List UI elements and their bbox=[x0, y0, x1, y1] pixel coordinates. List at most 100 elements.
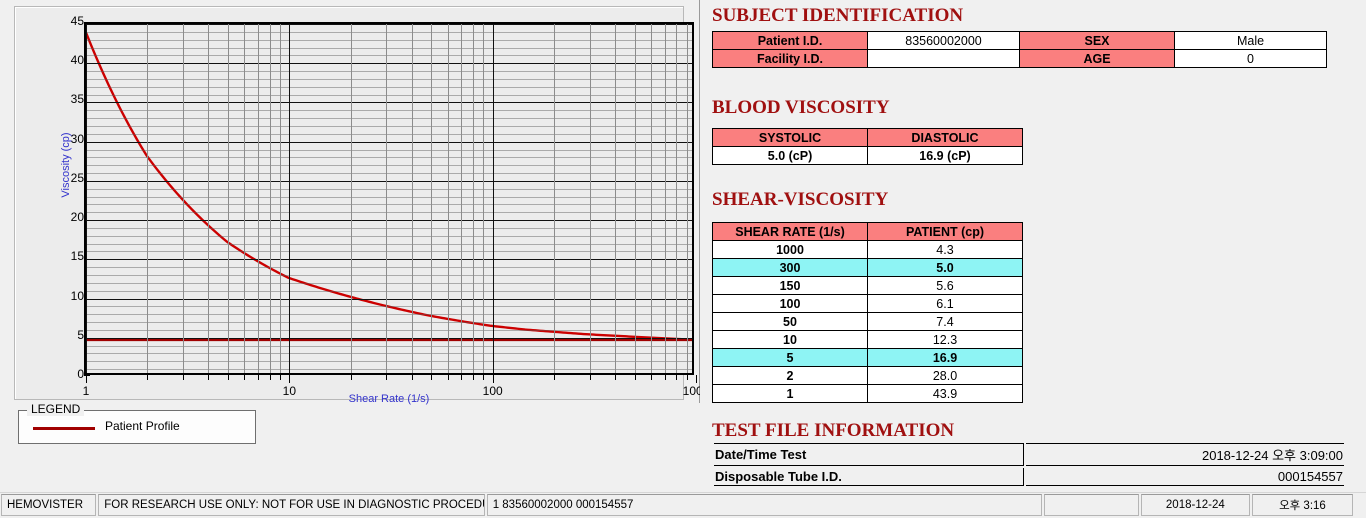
table-row: Facility I.D. AGE 0 bbox=[712, 49, 1327, 68]
table-row: 150 5.6 bbox=[712, 276, 1023, 295]
gridline-vertical-major bbox=[86, 24, 87, 373]
gridline-vertical-minor bbox=[350, 24, 352, 373]
shear-rate-cell: 2 bbox=[712, 366, 868, 385]
table-row: Patient I.D. 83560002000 SEX Male bbox=[712, 31, 1327, 50]
y-axis-tick-label: 10 bbox=[70, 288, 84, 303]
shear-rate-cell: 10 bbox=[712, 330, 868, 349]
gridline-vertical-minor bbox=[553, 24, 555, 373]
gridline-horizontal-minor bbox=[86, 173, 692, 175]
x-axis-tick-mark bbox=[280, 375, 282, 380]
gridline-horizontal-minor bbox=[86, 133, 692, 135]
gridline-horizontal-minor bbox=[86, 314, 692, 316]
tube-id-value: 000154557 bbox=[1026, 468, 1344, 486]
gridline-vertical-minor bbox=[183, 24, 184, 373]
gridline-vertical-minor bbox=[411, 24, 413, 373]
facility-id-value bbox=[867, 49, 1020, 68]
shear-rate-cell: 100 bbox=[712, 294, 868, 313]
x-axis-tick-mark bbox=[447, 375, 449, 380]
table-row: Disposable Tube I.D. 000154557 bbox=[714, 468, 1344, 486]
gridline-vertical-major bbox=[289, 24, 291, 373]
gridline-horizontal-minor bbox=[86, 125, 692, 127]
status-brand: HEMOVISTER bbox=[1, 494, 97, 516]
subject-section-title: SUBJECT IDENTIFICATION bbox=[712, 5, 964, 26]
gridline-vertical-minor bbox=[280, 24, 282, 373]
systolic-value: 5.0 (cP) bbox=[712, 146, 868, 165]
x-axis-tick-mark bbox=[553, 375, 555, 380]
col-patient: PATIENT (cp) bbox=[867, 222, 1023, 241]
x-axis-tick-label: 10 bbox=[282, 384, 297, 398]
gridline-vertical-minor bbox=[431, 24, 433, 373]
gridline-vertical-minor bbox=[461, 24, 463, 373]
gridline-horizontal-major bbox=[86, 141, 692, 143]
y-axis-tick-label: 35 bbox=[70, 92, 84, 107]
gridline-vertical-minor bbox=[244, 24, 246, 373]
patient-viscosity-cell: 5.0 bbox=[867, 258, 1023, 277]
gridline-vertical-minor bbox=[386, 24, 388, 373]
patient-viscosity-cell: 28.0 bbox=[867, 366, 1023, 385]
patient-id-value: 83560002000 bbox=[867, 31, 1020, 50]
test-file-table: Date/Time Test 2018-12-24 오후 3:09:00 Dis… bbox=[712, 441, 1346, 488]
status-time: 오후 3:16 bbox=[1251, 494, 1354, 516]
legend-color-swatch bbox=[33, 427, 95, 430]
gridline-horizontal-minor bbox=[86, 47, 692, 49]
gridline-vertical-minor bbox=[650, 24, 652, 373]
test-file-section-title: TEST FILE INFORMATION bbox=[712, 420, 955, 441]
patient-viscosity-cell: 43.9 bbox=[867, 384, 1023, 403]
x-axis-tick-mark bbox=[483, 375, 485, 380]
tube-id-label: Disposable Tube I.D. bbox=[714, 468, 1024, 486]
gridline-horizontal-minor bbox=[86, 204, 692, 206]
x-axis-tick-mark bbox=[147, 375, 149, 380]
gridline-horizontal-minor bbox=[86, 353, 692, 355]
x-axis-tick-mark bbox=[461, 375, 463, 380]
sex-label: SEX bbox=[1019, 31, 1175, 50]
age-value: 0 bbox=[1174, 49, 1327, 68]
x-axis-tick-mark bbox=[183, 375, 184, 380]
shear-rate-cell: 50 bbox=[712, 312, 868, 331]
y-axis-tick-label: 30 bbox=[70, 131, 84, 146]
report-panel: SUBJECT IDENTIFICATION Patient I.D. 8356… bbox=[700, 0, 1366, 490]
diastolic-label: DIASTOLIC bbox=[867, 128, 1023, 147]
chart-frame: 0 5 10 15 20 25 30 35 40 45 Viscosity (cp) 1 10 100… bbox=[14, 6, 709, 405]
x-axis-tick-mark bbox=[350, 375, 352, 380]
table-row: SYSTOLIC DIASTOLIC bbox=[712, 128, 1023, 147]
shear-rate-cell: 5 bbox=[712, 348, 868, 367]
y-axis-tick-label: 15 bbox=[70, 249, 84, 264]
table-row: 50 7.4 bbox=[712, 312, 1023, 331]
status-date: 2018-12-24 bbox=[1140, 494, 1250, 516]
y-axis-tick-label: 0 bbox=[77, 367, 84, 381]
table-row: 300 5.0 bbox=[712, 258, 1023, 277]
x-axis-tick-mark bbox=[664, 375, 666, 380]
gridline-horizontal-minor bbox=[86, 94, 692, 96]
gridline-horizontal-major bbox=[86, 102, 692, 104]
gridline-horizontal-minor bbox=[86, 39, 692, 41]
gridline-horizontal-major bbox=[86, 180, 692, 182]
status-notice: FOR RESEARCH USE ONLY: NOT FOR USE IN DI… bbox=[98, 494, 485, 516]
gridline-horizontal-minor bbox=[86, 118, 692, 120]
gridline-horizontal-minor bbox=[86, 361, 692, 363]
subject-identification-table: Patient I.D. 83560002000 SEX Male Facili… bbox=[712, 31, 1327, 68]
patient-viscosity-cell: 5.6 bbox=[867, 276, 1023, 295]
systolic-label: SYSTOLIC bbox=[712, 128, 868, 147]
gridline-horizontal-minor bbox=[86, 78, 692, 80]
gridline-vertical-minor bbox=[664, 24, 666, 373]
gridline-horizontal-minor bbox=[86, 267, 692, 269]
x-axis: 1 10 100 1000 bbox=[83, 375, 709, 403]
x-axis-tick-label: 100 bbox=[482, 384, 503, 398]
table-row: 5.0 (cP) 16.9 (cP) bbox=[712, 146, 1023, 165]
y-axis-tick-label: 25 bbox=[70, 170, 84, 185]
gridline-vertical-minor bbox=[483, 24, 485, 373]
shear-viscosity-table: SHEAR RATE (1/s) PATIENT (cp) 1000 4.3 300… bbox=[712, 222, 1023, 403]
x-axis-tick-mark bbox=[492, 375, 494, 383]
blood-viscosity-table: SYSTOLIC DIASTOLIC 5.0 (cP) 16.9 (cP) bbox=[712, 128, 1023, 165]
gridline-horizontal-major bbox=[86, 298, 692, 300]
gridline-horizontal-minor bbox=[86, 235, 692, 237]
x-axis-label: Shear Rate (1/s) bbox=[348, 393, 430, 405]
table-header-row: SHEAR RATE (1/s) PATIENT (cp) bbox=[712, 222, 1023, 241]
gridline-horizontal-major bbox=[86, 337, 692, 339]
gridline-horizontal-minor bbox=[86, 71, 692, 73]
gridline-horizontal-minor bbox=[86, 290, 692, 292]
gridline-vertical-minor bbox=[676, 24, 678, 373]
x-axis-tick-mark bbox=[86, 375, 87, 383]
table-row: 2 28.0 bbox=[712, 366, 1023, 385]
